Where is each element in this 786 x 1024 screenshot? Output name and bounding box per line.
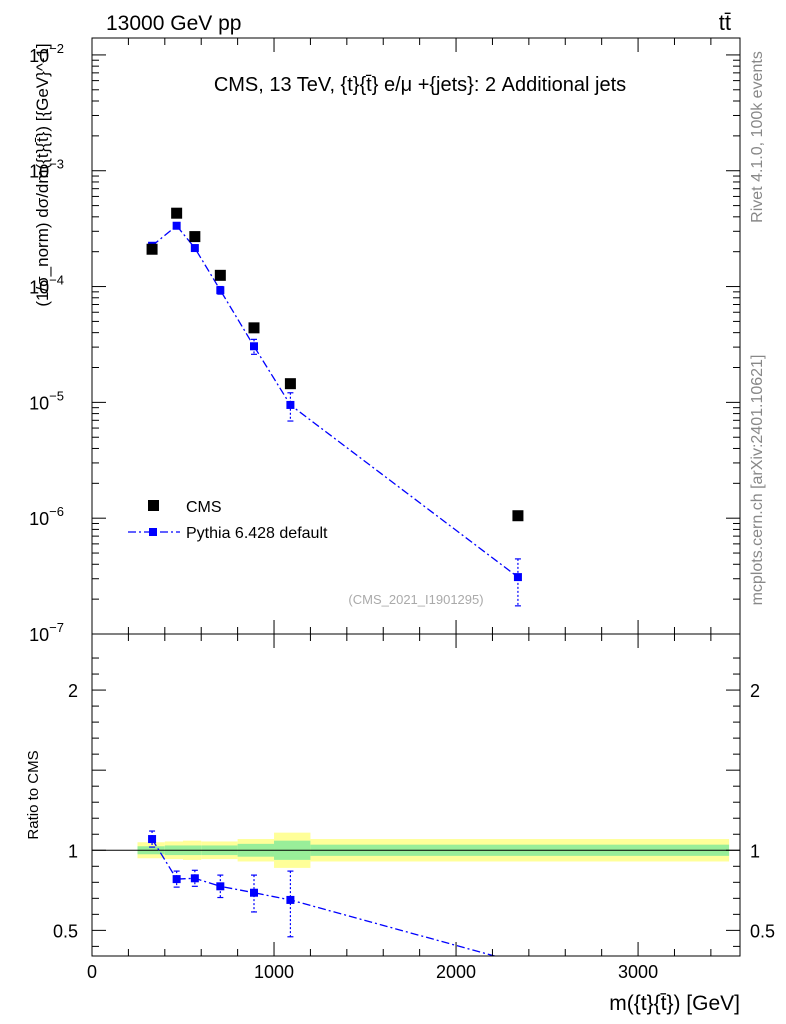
cms-point: [284, 378, 296, 390]
ratio-y-tick-label-left: 0.5: [53, 921, 78, 941]
main-data-marks: [146, 207, 524, 607]
energy-label: 13000 GeV pp: [106, 12, 241, 35]
source-label: mcplots.cern.ch [arXiv:2401.10621]: [749, 355, 766, 606]
ratio-data-marks: [148, 830, 498, 956]
process-label: tt̄: [719, 10, 731, 35]
legend: CMS Pythia 6.428 default: [128, 499, 328, 542]
ratio-y-tick-label-left: 1: [68, 841, 78, 861]
ratio-frame: [91, 633, 741, 957]
cms-point: [171, 207, 183, 219]
cms-point: [512, 510, 524, 522]
ratio-point: [250, 888, 258, 897]
ratio-point: [216, 882, 225, 891]
x-tick-label: 0: [87, 962, 97, 982]
x-tick-label: 1000: [254, 962, 294, 982]
pythia-point: [172, 221, 181, 230]
x-ticks: 0 1000 2000 3000: [87, 634, 712, 982]
main-y-tick-label: 10−5: [29, 388, 64, 413]
ratio-y-tick-label-right: 1: [750, 841, 760, 861]
cms-point: [214, 269, 226, 281]
ratio-y-ticks: 0.5 0.5 1 1 2 2: [53, 657, 775, 947]
x-axis-label: m({t}{t̄}) [GeV]: [609, 992, 740, 1015]
pythia-point: [513, 573, 522, 582]
ratio-point: [172, 875, 181, 884]
analysis-label: (CMS_2021_I1901295): [348, 592, 483, 607]
pythia-point: [190, 244, 199, 253]
legend-label-pythia: Pythia 6.428 default: [186, 525, 328, 542]
ratio-y-axis-label: Ratio to CMS: [25, 750, 42, 839]
rivet-label: Rivet 4.1.0, 100k events: [749, 51, 766, 223]
ratio-point: [286, 895, 295, 904]
pythia-point: [250, 342, 258, 351]
ratio-clip-group: [148, 830, 498, 956]
main-y-tick-label: 10−7: [29, 620, 64, 645]
x-tick-label: 3000: [618, 962, 658, 982]
ratio-y-tick-label-right: 2: [750, 681, 760, 701]
ratio-point: [190, 874, 199, 883]
main-title: CMS, 13 TeV, {t}{t̄} e/μ +{jets}: 2 Addi…: [214, 74, 626, 96]
cms-point: [146, 243, 158, 255]
x-tick-label: 2000: [436, 962, 476, 982]
main-frame: [91, 37, 741, 635]
cms-point: [189, 231, 201, 243]
ratio-panel: 0.5 0.5 1 1 2 2 0 1000 2000 3000 Ratio to CMS m(…: [25, 633, 775, 1015]
main-y-axis-label-text: (1/σ_norm) dσ/dm({t}{t̄}) [{GeV}^-1]: [33, 43, 52, 306]
legend-marker-cms: [148, 500, 159, 511]
main-y-tick-label: 10−3: [29, 157, 64, 182]
ratio-y-tick-label-left: 2: [68, 681, 78, 701]
main-panel: 10−710−610−510−410−310−2 CMS, 13 TeV, {t…: [29, 37, 741, 645]
ratio-point: [148, 835, 157, 844]
pythia-point: [216, 286, 225, 295]
legend-label-cms: CMS: [186, 499, 222, 516]
cms-point: [248, 322, 260, 334]
legend-marker-pythia: [149, 528, 157, 536]
ratio-y-tick-label-right: 0.5: [750, 921, 775, 941]
main-y-axis-label: (1/σ_norm) dσ/dm({t}{t̄}) [{GeV}^-1]: [33, 43, 52, 306]
main-y-ticks: 10−710−610−510−410−310−2: [29, 38, 740, 645]
main-y-tick-label: 10−6: [29, 504, 64, 529]
pythia-point: [286, 400, 295, 409]
